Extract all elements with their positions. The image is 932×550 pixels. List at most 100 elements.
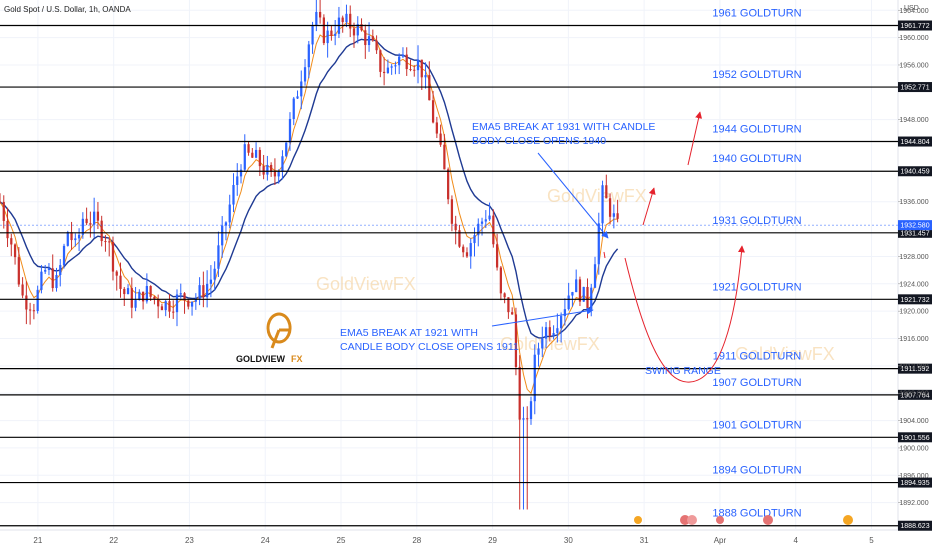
candle-body[interactable] <box>36 289 39 312</box>
candle-body[interactable] <box>202 285 205 298</box>
candle-body[interactable] <box>236 176 239 185</box>
candle[interactable] <box>44 264 47 274</box>
candle[interactable] <box>183 292 186 314</box>
candle-body[interactable] <box>398 56 401 66</box>
candle-body[interactable] <box>126 288 130 295</box>
candle-body[interactable] <box>2 201 5 221</box>
candle[interactable] <box>81 212 84 239</box>
candle-body[interactable] <box>303 67 307 82</box>
candle-body[interactable] <box>285 142 288 157</box>
candle[interactable] <box>578 276 582 307</box>
candle[interactable] <box>228 194 231 229</box>
candle-body[interactable] <box>447 169 450 200</box>
candle-body[interactable] <box>560 316 563 329</box>
candle-body[interactable] <box>571 292 574 296</box>
candle-body[interactable] <box>514 314 518 367</box>
candle-body[interactable] <box>93 211 96 225</box>
candle-body[interactable] <box>383 71 386 74</box>
candle[interactable] <box>401 47 405 59</box>
candle-body[interactable] <box>590 287 593 310</box>
candle-body[interactable] <box>300 81 303 97</box>
candle-body[interactable] <box>616 213 619 219</box>
candle[interactable] <box>560 312 563 343</box>
candle[interactable] <box>567 282 570 311</box>
candle-body[interactable] <box>130 288 133 308</box>
candle-body[interactable] <box>462 246 465 253</box>
candle-body[interactable] <box>164 301 167 311</box>
candle-body[interactable] <box>292 98 295 119</box>
candle-body[interactable] <box>108 241 111 243</box>
event-flag-icon[interactable] <box>843 515 853 525</box>
candle[interactable] <box>541 326 544 358</box>
candle[interactable] <box>450 195 454 232</box>
candle[interactable] <box>439 124 442 147</box>
candle-body[interactable] <box>511 312 514 315</box>
candle-body[interactable] <box>89 223 92 225</box>
candle[interactable] <box>0 193 2 204</box>
candle-body[interactable] <box>40 271 43 290</box>
candle[interactable] <box>405 47 408 76</box>
candle[interactable] <box>537 342 540 367</box>
candle[interactable] <box>96 202 100 230</box>
candle[interactable] <box>503 292 506 304</box>
candle-body[interactable] <box>172 311 175 313</box>
candle-body[interactable] <box>416 59 420 71</box>
candle-body[interactable] <box>66 232 69 246</box>
candle[interactable] <box>435 116 438 139</box>
candle[interactable] <box>462 244 465 258</box>
candle[interactable] <box>285 142 288 158</box>
candle-body[interactable] <box>13 244 17 258</box>
candle[interactable] <box>190 301 194 316</box>
candle-body[interactable] <box>469 243 472 257</box>
candle-body[interactable] <box>544 327 548 339</box>
candle[interactable] <box>605 174 608 199</box>
candle[interactable] <box>172 300 175 319</box>
candle-body[interactable] <box>100 220 103 242</box>
candle-body[interactable] <box>443 144 446 170</box>
candle-body[interactable] <box>277 171 280 177</box>
candle-body[interactable] <box>81 218 84 235</box>
candle-body[interactable] <box>597 223 600 265</box>
candle-body[interactable] <box>74 238 77 241</box>
candle[interactable] <box>179 283 182 299</box>
candle-body[interactable] <box>243 144 246 170</box>
candle-body[interactable] <box>593 264 597 288</box>
candle-body[interactable] <box>454 223 457 231</box>
candle-body[interactable] <box>473 235 476 244</box>
candle[interactable] <box>77 228 81 252</box>
candle-body[interactable] <box>217 245 220 269</box>
candle-body[interactable] <box>270 164 273 172</box>
candle[interactable] <box>341 15 344 33</box>
candle[interactable] <box>349 5 352 38</box>
candle[interactable] <box>194 293 197 310</box>
candle-body[interactable] <box>367 36 371 46</box>
candle-body[interactable] <box>552 333 555 336</box>
candle[interactable] <box>548 320 551 342</box>
candle[interactable] <box>597 212 600 275</box>
candle-body[interactable] <box>198 285 201 299</box>
candle-body[interactable] <box>431 100 435 123</box>
candle[interactable] <box>108 237 111 257</box>
candle-body[interactable] <box>273 171 277 177</box>
candle-body[interactable] <box>70 232 73 241</box>
candle-body[interactable] <box>21 284 24 296</box>
candle[interactable] <box>334 20 337 46</box>
candle-body[interactable] <box>224 222 228 226</box>
candle-body[interactable] <box>424 75 427 78</box>
candle-body[interactable] <box>413 69 416 71</box>
candle[interactable] <box>251 147 254 159</box>
candle[interactable] <box>352 22 356 48</box>
candle-body[interactable] <box>405 54 408 70</box>
candle-body[interactable] <box>563 309 567 317</box>
candle-body[interactable] <box>578 279 582 302</box>
candle-body[interactable] <box>175 294 179 313</box>
candle-body[interactable] <box>371 36 374 41</box>
candle-body[interactable] <box>608 198 612 217</box>
candle-body[interactable] <box>123 288 126 295</box>
candle[interactable] <box>126 284 130 295</box>
candle[interactable] <box>21 277 24 299</box>
candle[interactable] <box>51 254 54 292</box>
candle[interactable] <box>409 59 412 72</box>
candle-body[interactable] <box>228 204 231 223</box>
candle[interactable] <box>307 40 310 79</box>
